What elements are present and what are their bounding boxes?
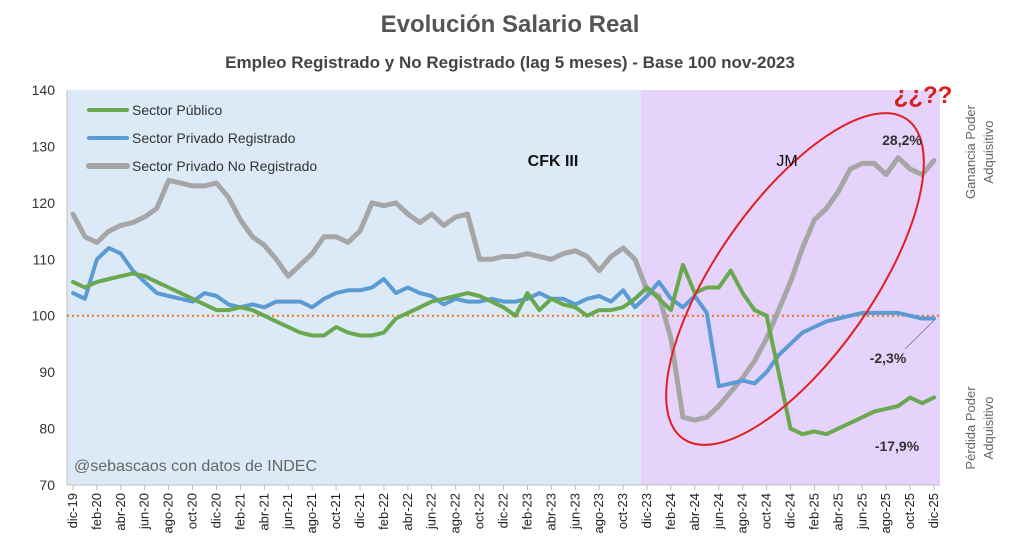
x-tick-label: oct-22 [472, 493, 487, 529]
x-tick-label: abr-21 [256, 493, 271, 531]
x-tick-label: dic-25 [926, 493, 941, 528]
x-tick-label: abr-25 [830, 493, 845, 531]
y-tick-label: 120 [32, 195, 56, 211]
highlight-ellipse [665, 112, 925, 446]
x-tick-label: jun-21 [280, 493, 295, 530]
period-label-cfk: CFK III [528, 153, 579, 170]
y-tick-label: 100 [32, 308, 56, 324]
x-tick-label: feb-20 [89, 493, 104, 530]
x-tick-label: feb-25 [806, 493, 821, 530]
axis-layer: 70 80 90 100 110 120 130 140 dic-19 feb-20 abr-20 j… [32, 82, 941, 533]
legend-label-2: Sector Privado No Registrado [132, 158, 317, 174]
x-tick-label: feb-22 [376, 493, 391, 530]
side-label-gain-line1: Ganancia Poder [963, 104, 978, 199]
x-tick-label: ago-23 [591, 493, 606, 533]
x-tick-label: ago-21 [304, 493, 319, 533]
x-tick-label: abr-22 [400, 493, 415, 531]
x-tick-label: ago-20 [161, 493, 176, 533]
side-label-loss-line2: Adquisitivo [981, 397, 996, 460]
x-tick-label: jun-25 [854, 493, 869, 530]
leader-line-mid [904, 320, 935, 350]
series-layer [70, 155, 937, 437]
x-tick-label: jun-20 [137, 493, 152, 530]
credit-label: @sebascaos con datos de INDEC [74, 458, 317, 475]
x-tick-label: feb-23 [519, 493, 534, 530]
x-tick-label: abr-23 [543, 493, 558, 531]
x-tick-label: jun-22 [424, 493, 439, 530]
x-tick-label: ago-25 [878, 493, 893, 533]
chart-title: Evolución Salario Real [381, 11, 640, 38]
y-tick-label: 110 [33, 251, 56, 267]
x-tick-label: ago-24 [735, 493, 750, 533]
side-label-gain-line2: Adquisitivo [981, 121, 996, 184]
x-tick-label: jun-23 [567, 493, 582, 530]
x-tick-label: oct-21 [328, 493, 343, 529]
mid-value-label: -2,3% [870, 350, 907, 366]
side-label-gain: Ganancia Poder Adquisitivo [963, 104, 996, 199]
highlight-ellipse-layer [665, 112, 935, 446]
y-tick-label: 90 [39, 364, 55, 380]
x-tick-label: dic-23 [639, 493, 654, 528]
x-tick-label: oct-23 [615, 493, 630, 529]
y-tick-label: 130 [32, 138, 56, 154]
x-tick-label: oct-20 [185, 493, 200, 529]
x-tick-label: dic-24 [783, 493, 798, 528]
series-line-2 [70, 155, 937, 423]
annotation-layer: CFK III JM ¿¿?? 28,2% -2,3% -17,9% @seba… [74, 82, 996, 475]
y-tick-label: 80 [39, 421, 55, 437]
x-tick-label: abr-24 [687, 493, 702, 531]
y-tick-label: 70 [39, 477, 55, 493]
legend: Sector Público Sector Privado Registrado S… [86, 102, 317, 174]
x-tick-label: oct-25 [902, 493, 917, 529]
side-label-loss: Pérdida Poder Adquisitivo [963, 386, 996, 470]
chart-subtitle: Empleo Registrado y No Registrado (lag 5… [225, 53, 795, 72]
low-value-label: -17,9% [875, 438, 920, 454]
series-line-1 [71, 246, 936, 389]
legend-label-1: Sector Privado Registrado [132, 130, 296, 146]
x-tick-label: abr-20 [113, 493, 128, 531]
x-tick-label: oct-24 [759, 493, 774, 529]
period-band-0 [67, 90, 642, 485]
x-tick-label: dic-22 [496, 493, 511, 528]
period-label-jm: JM [776, 153, 797, 170]
side-label-loss-line1: Pérdida Poder [963, 386, 978, 470]
y-tick-label: 140 [32, 82, 56, 98]
x-tick-label: feb-21 [232, 493, 247, 530]
x-tick-label: dic-21 [352, 493, 367, 528]
x-tick-label: dic-20 [208, 493, 223, 528]
series-line-0 [71, 262, 936, 437]
x-tick-label: jun-24 [711, 493, 726, 530]
x-tick-label: ago-22 [448, 493, 463, 533]
x-tick-label: dic-19 [65, 493, 80, 528]
question-annotation: ¿¿?? [894, 82, 953, 109]
legend-label-0: Sector Público [132, 102, 222, 118]
x-tick-label: feb-24 [663, 493, 678, 530]
gain-value-label: 28,2% [882, 132, 922, 148]
